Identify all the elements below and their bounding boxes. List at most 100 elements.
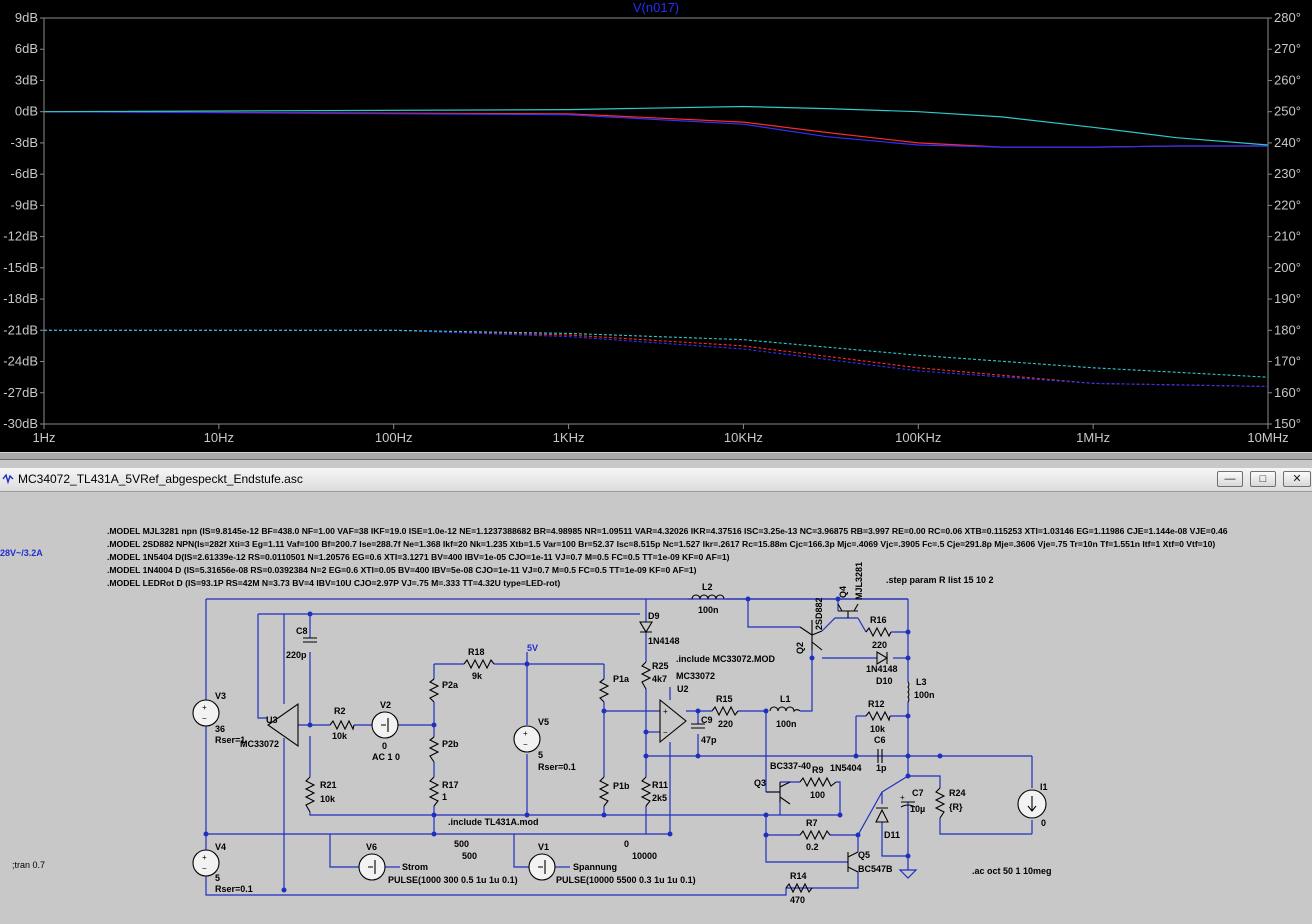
v1-label: V1 (538, 842, 549, 852)
voltage-source-v5[interactable]: + − (513, 725, 541, 753)
v5-value: 5 (538, 750, 543, 760)
ac-directive[interactable]: .ac oct 50 1 10meg (972, 866, 1052, 876)
bode-plot[interactable]: 1Hz 10Hz 100Hz 1KHz 10KHz 100KHz 1MHz 10MHz 9dB 6… (0, 0, 1312, 452)
r15-value: 220 (718, 719, 733, 729)
include-tl431[interactable]: .include TL431A.mod (448, 817, 539, 827)
y-right-tick-label: 190° (1274, 291, 1301, 306)
potentiometer-p2a[interactable] (428, 678, 440, 703)
resistor-r24[interactable] (934, 787, 946, 819)
ground-icon (898, 869, 918, 879)
minimize-button[interactable]: — (1217, 471, 1243, 487)
resistor-r15[interactable] (711, 705, 739, 717)
transistor-q4[interactable] (837, 603, 859, 618)
inductor-l2[interactable] (691, 594, 725, 600)
y-left-tick-label: -9dB (11, 197, 38, 212)
plot-traces (43, 105, 1269, 388)
y-left-tick-label: -12dB (3, 229, 38, 244)
window-titlebar[interactable]: MC34072_TL431A_5VRef_abgespeckt_Endstufe… (0, 468, 1312, 492)
capacitor-c7[interactable]: + (900, 793, 916, 808)
transistor-q2[interactable] (799, 620, 823, 651)
voltage-source-v1[interactable] (528, 853, 556, 881)
resistor-r9[interactable] (799, 776, 837, 788)
capacitor-c8[interactable] (303, 637, 317, 643)
l2-value: 100n (698, 605, 719, 615)
resistor-r21[interactable] (304, 776, 316, 813)
y-left-tick-label: -15dB (3, 260, 38, 275)
include-mc33072[interactable]: .include MC33072.MOD (676, 654, 776, 664)
potentiometer-p1a[interactable] (598, 678, 610, 703)
schematic-canvas[interactable]: .MODEL MJL3281 npn (IS=9.8145e-12 BF=438… (0, 492, 1312, 924)
voltage-source-v3[interactable]: + − (192, 699, 220, 727)
r21-label: R21 (320, 780, 337, 790)
d10-label: D10 (876, 676, 893, 686)
resistor-r12[interactable] (865, 710, 891, 722)
voltage-source-v4[interactable]: + − (192, 849, 220, 877)
v6-param-b: 500 (462, 851, 477, 861)
capacitor-c9[interactable] (691, 723, 705, 729)
model-ledrot[interactable]: .MODEL LEDRot D (IS=93.1P RS=42M N=3.73 … (107, 578, 560, 588)
maximize-button[interactable]: □ (1250, 471, 1276, 487)
q3-model: BC337-40 (770, 761, 811, 771)
resistor-r16[interactable] (865, 626, 892, 638)
series-2-magnitude[interactable] (43, 105, 1269, 146)
resistor-r7[interactable] (799, 829, 831, 841)
y-right-tick-label: 180° (1274, 322, 1301, 337)
current-source-i1[interactable] (1017, 789, 1047, 819)
pane-splitter[interactable] (0, 452, 1312, 460)
y-right-tick-label: 200° (1274, 260, 1301, 275)
l1-value: 100n (776, 719, 797, 729)
ltspice-schematic-icon (2, 473, 14, 485)
model-1n4004[interactable]: .MODEL 1N4004 D (IS=5.31656e-08 RS=0.039… (107, 565, 697, 575)
waveform-plot-pane[interactable]: 1Hz 10Hz 100Hz 1KHz 10KHz 100KHz 1MHz 10MHz 9dB 6… (0, 0, 1312, 452)
resistor-r18[interactable] (463, 658, 495, 670)
step-directive[interactable]: .step param R list 15 10 2 (886, 575, 994, 585)
model-mjl3281[interactable]: .MODEL MJL3281 npn (IS=9.8145e-12 BF=438… (107, 526, 1228, 536)
l2-label: L2 (702, 582, 713, 592)
resistor-r2[interactable] (329, 719, 355, 731)
diode-d11[interactable] (875, 807, 889, 823)
series-2-phase[interactable] (44, 329, 1269, 378)
tran-directive[interactable]: ;tran 0.7 (12, 860, 45, 870)
y-left-tick-label: 9dB (15, 10, 38, 25)
r25-label: R25 (652, 661, 669, 671)
resistor-r17[interactable] (428, 776, 440, 807)
x-tick-label: 10Hz (204, 430, 234, 445)
y-right-tick-label: 210° (1274, 229, 1301, 244)
inductor-l3[interactable] (907, 681, 910, 703)
model-1n5404[interactable]: .MODEL 1N5404 D(IS=2.61339e-12 RS=0.0110… (107, 552, 730, 562)
r17-label: R17 (442, 780, 459, 790)
potentiometer-p1b[interactable] (598, 776, 610, 807)
series-1-magnitude[interactable] (43, 111, 1268, 148)
transistor-q3[interactable] (766, 781, 791, 805)
model-2sd882[interactable]: .MODEL 2SD882 NPN(Is=282f Xti=3 Eg=1.11 … (107, 539, 1215, 549)
r24-label: R24 (949, 788, 966, 798)
series-0-magnitude[interactable] (43, 111, 1268, 148)
trace-title[interactable]: V(n017) (633, 0, 679, 15)
supply-note: 28V~/3.2A (0, 548, 43, 558)
r2-label: R2 (334, 706, 346, 716)
q3-label: Q3 (754, 778, 766, 788)
voltage-source-v2[interactable] (371, 711, 399, 739)
diode-d10[interactable] (876, 651, 889, 665)
series-1-phase[interactable] (44, 329, 1269, 388)
diode-d9[interactable] (639, 621, 653, 634)
x-tick-label: 10KHz (724, 430, 763, 445)
r16-value: 220 (872, 640, 887, 650)
x-tick-label: 100KHz (895, 430, 941, 445)
v4-rser: Rser=0.1 (215, 884, 253, 894)
resistor-r25[interactable] (640, 661, 652, 690)
resistor-r14[interactable] (785, 882, 813, 894)
voltage-source-v6[interactable] (358, 853, 386, 881)
capacitor-c6[interactable] (877, 749, 883, 763)
potentiometer-p2b[interactable] (428, 736, 440, 763)
y-left-tick-label: 3dB (15, 72, 38, 87)
opamp-u3[interactable] (267, 702, 299, 748)
resistor-r11[interactable] (640, 776, 652, 807)
x-tick-label: 1MHz (1076, 430, 1110, 445)
inductor-l1[interactable] (769, 706, 801, 713)
close-button[interactable]: ✕ (1283, 471, 1311, 487)
net-5v[interactable]: 5V (527, 643, 538, 653)
series-0-phase[interactable] (44, 329, 1269, 388)
opamp-u2[interactable]: + − (659, 698, 687, 744)
transistor-q5[interactable] (847, 851, 859, 873)
